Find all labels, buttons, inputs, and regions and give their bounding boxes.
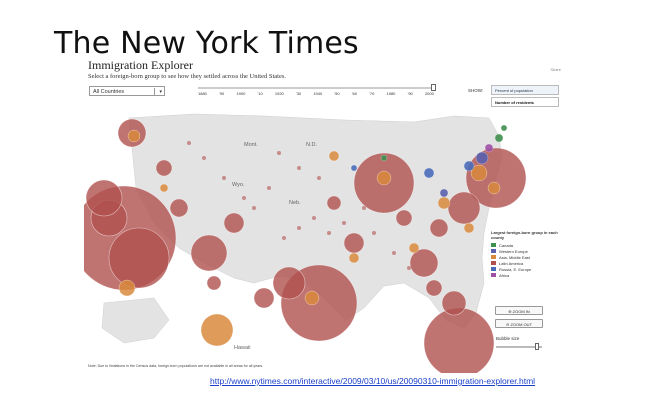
timeline-slider[interactable]: 1880 '90 1900 '10 1920 '30 1940 '50 '60 … [198, 84, 436, 96]
source-url-link[interactable]: http://www.nytimes.com/interactive/2009/… [210, 376, 536, 386]
bubble-size-slider[interactable] [496, 346, 542, 348]
immigration-explorer: Mont. N.D. Wyo. Neb. Hawaii Immigration … [84, 58, 576, 373]
timeline-tick[interactable]: 1920 [274, 91, 284, 96]
legend-swatch [491, 249, 496, 253]
state-label-hawaii: Hawaii [234, 345, 251, 351]
zoom-in-button[interactable]: ⊕ ZOOM IN [495, 306, 543, 315]
bubbles-asia-middle-east [118, 129, 501, 347]
app-subtitle: Select a foreign-born group to see how t… [88, 73, 287, 80]
bubble-hawaii [200, 313, 234, 347]
legend-item: Russia, E. Europe [491, 266, 571, 272]
legend-swatch [491, 273, 496, 277]
state-label-neb: Neb. [289, 200, 301, 206]
legend-label: Canada [499, 242, 514, 248]
timeline-track [198, 87, 434, 89]
bubble-dc [447, 191, 481, 225]
timeline-tick[interactable]: '60 [351, 91, 357, 96]
timeline-handle[interactable] [431, 84, 436, 91]
alaska-shape [101, 297, 170, 344]
legend-swatch [491, 261, 496, 265]
zoom-in-label: ZOOM IN [512, 309, 530, 314]
zoom-in-icon: ⊕ [508, 309, 513, 314]
timeline-tick[interactable]: 1980 [386, 91, 396, 96]
share-link[interactable]: Share [550, 67, 561, 72]
timeline-tick[interactable]: '90 [407, 91, 413, 96]
legend-label: Africa [499, 272, 510, 278]
bubble-denver [223, 212, 245, 234]
slide-title: The New York Times [54, 26, 359, 61]
bubble-phoenix [190, 234, 228, 272]
timeline-tick[interactable]: '90 [219, 91, 225, 96]
state-label-mont: Mont. [244, 142, 258, 148]
legend-swatch [491, 267, 496, 271]
timeline-tick[interactable]: 1900 [236, 91, 246, 96]
legend-item: Asia, Middle East [491, 254, 571, 260]
timeline-tick[interactable]: '70 [369, 91, 375, 96]
select-divider [154, 88, 155, 95]
chevron-down-icon: ▾ [159, 89, 162, 95]
census-note: Note: Due to limitations in the Census d… [88, 364, 264, 368]
bubble-miami [423, 307, 495, 373]
legend: Largest foreign-born group in each count… [491, 230, 571, 278]
bubble-size-handle[interactable] [535, 343, 539, 350]
state-label-wyo: Wyo. [232, 182, 245, 188]
zoom-out-icon: ⊖ [505, 322, 511, 327]
legend-item: Canada [491, 242, 571, 248]
timeline-tick[interactable]: 2000 [424, 91, 434, 96]
bubble-atlanta [409, 248, 439, 278]
legend-label: Russia, E. Europe [499, 266, 532, 272]
timeline-tick[interactable]: '50 [334, 91, 340, 96]
zoom-out-button[interactable]: ⊖ ZOOM OUT [495, 319, 543, 328]
app-title: Immigration Explorer [88, 58, 193, 72]
timeline-ticks: 1880 '90 1900 '10 1920 '30 1940 '50 '60 … [198, 91, 434, 96]
show-percent-button[interactable]: Percent of population [491, 85, 559, 95]
group-select-value: All Countries [93, 89, 125, 95]
bubble-size-label: Bubble size [496, 336, 520, 341]
legend-item: Latin America [491, 260, 571, 266]
legend-title: Largest foreign-born group in each count… [491, 230, 558, 240]
state-label-nd: N.D. [306, 142, 317, 148]
bubbles-europe [350, 124, 508, 198]
legend-label: Asia, Middle East [499, 254, 530, 260]
legend-label: Latin America [499, 260, 524, 266]
timeline-tick[interactable]: '10 [257, 91, 263, 96]
bubbles-latin-america [84, 118, 527, 373]
timeline-tick[interactable]: 1880 [198, 91, 207, 96]
bubble-sanfran [85, 179, 123, 217]
us-map[interactable]: Mont. N.D. Wyo. Neb. Hawaii [84, 58, 576, 373]
zoom-out-label: ZOOM OUT [510, 322, 533, 327]
bubble-la-inner-1 [108, 227, 170, 289]
show-number-button[interactable]: Number of residents [491, 97, 559, 107]
show-label: SHOW: [468, 88, 484, 93]
timeline-tick[interactable]: 1940 [313, 91, 323, 96]
legend-swatch [491, 243, 496, 247]
legend-item: Africa [491, 272, 571, 278]
legend-swatch [491, 255, 496, 259]
legend-label: Western Europe [499, 248, 528, 254]
legend-item: Western Europe [491, 248, 571, 254]
bubbles-small [187, 141, 411, 270]
group-select[interactable]: All Countries ▾ [89, 86, 165, 96]
bubble-dallas [272, 266, 306, 300]
timeline-tick[interactable]: '30 [295, 91, 302, 96]
